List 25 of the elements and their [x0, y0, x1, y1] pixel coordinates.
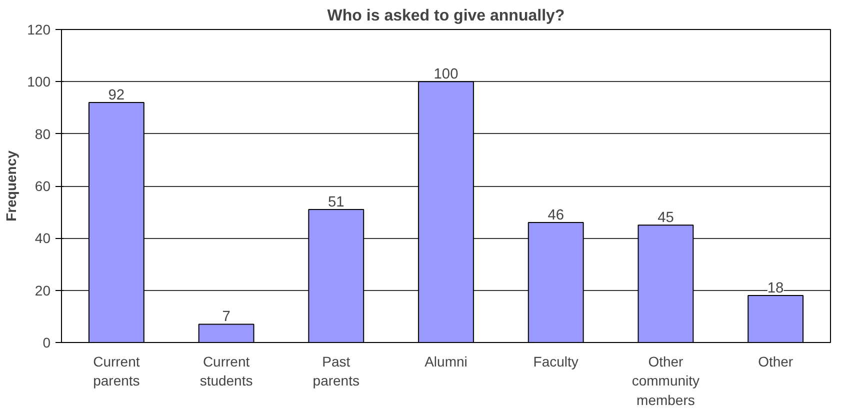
y-tick-label: 40: [34, 230, 51, 246]
y-tick-label: 0: [42, 334, 51, 350]
bar: [748, 295, 804, 342]
x-tick-label: Past parents: [312, 354, 360, 389]
x-tick-label: Other community members: [632, 354, 700, 408]
y-tick-label: 100: [27, 74, 51, 90]
x-tick-label: Other: [758, 354, 794, 370]
data-label: 92: [108, 88, 125, 104]
data-label: 18: [767, 280, 784, 297]
y-tick-label: 60: [34, 178, 51, 194]
data-label: 46: [548, 208, 564, 224]
chart-title: Who is asked to give annually?: [327, 8, 565, 24]
y-tick-label: 20: [34, 282, 51, 298]
x-tick-label: Current parents: [93, 354, 140, 389]
x-tick-label: Current students: [200, 354, 253, 389]
x-tick-label: Alumni: [424, 354, 468, 370]
y-axis-title: Frequency: [3, 150, 20, 222]
data-label: 100: [434, 66, 458, 83]
x-tick-label: Faculty: [533, 354, 578, 370]
data-label: 45: [658, 210, 674, 226]
y-tick-label: 80: [34, 126, 51, 142]
bar: [198, 324, 254, 342]
data-label: 7: [222, 309, 230, 326]
y-tick-label: 120: [27, 22, 51, 38]
data-label: 51: [328, 194, 344, 210]
